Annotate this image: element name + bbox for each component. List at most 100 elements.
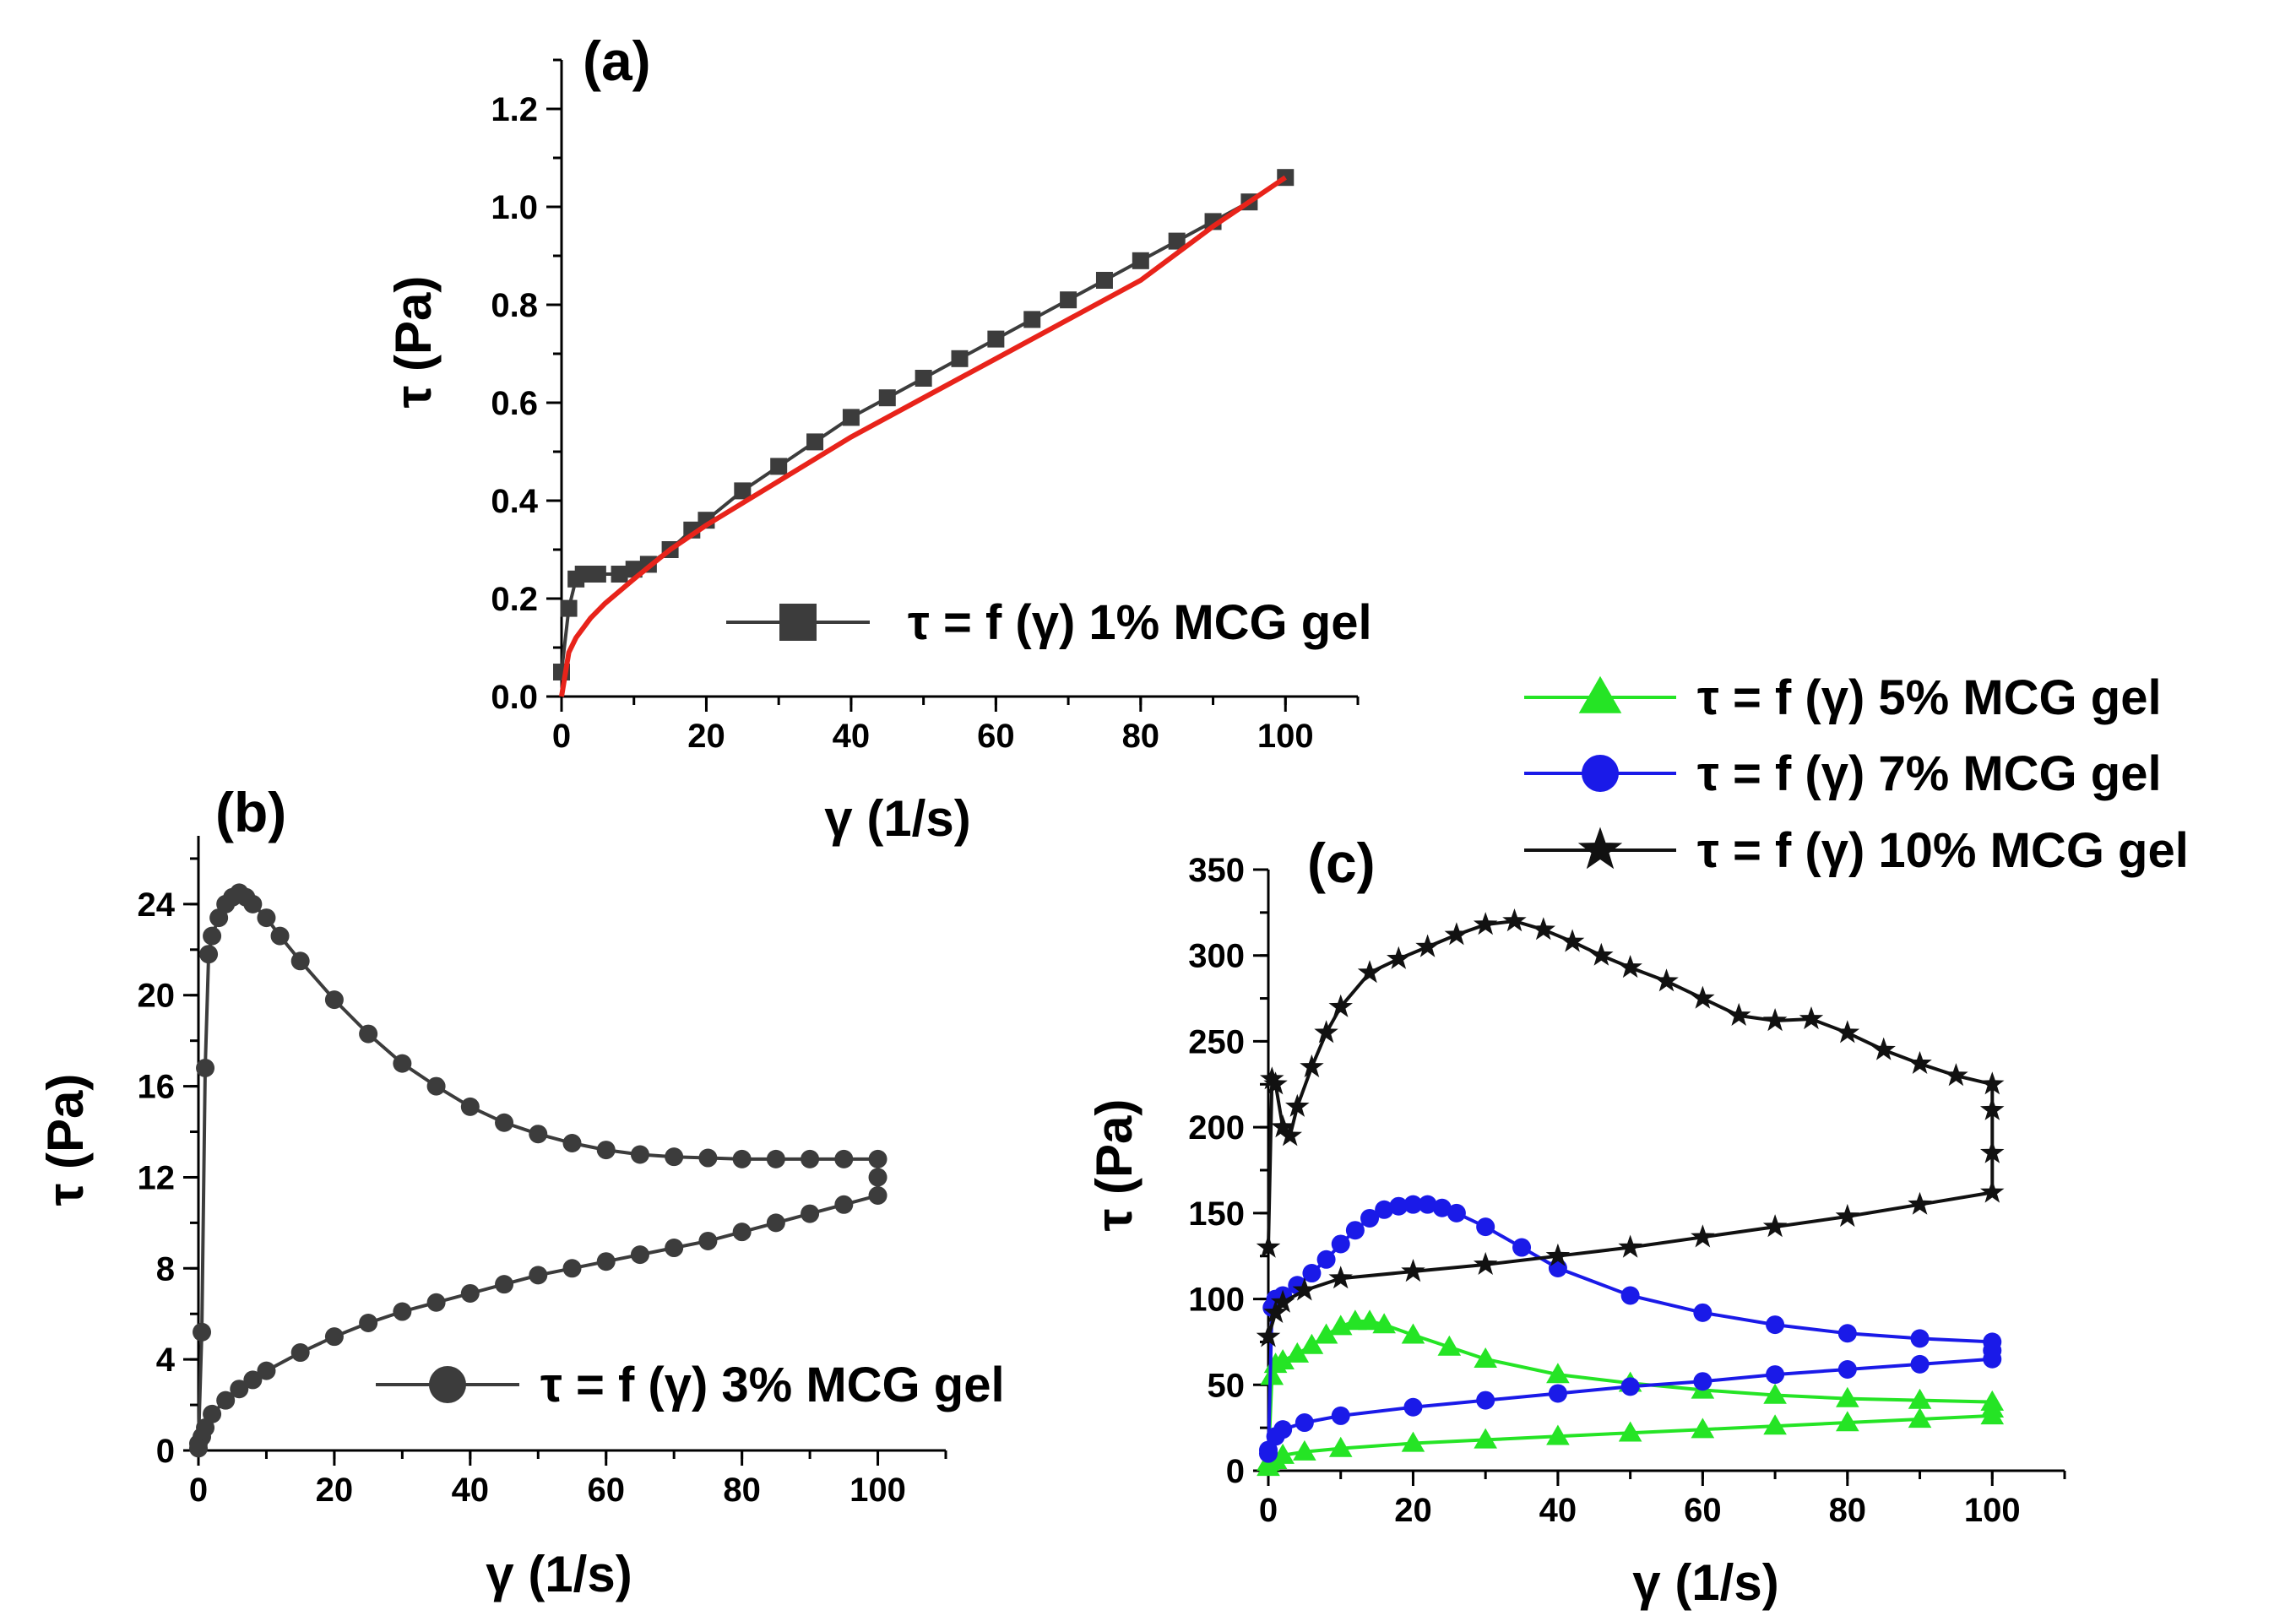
data-point — [1314, 1020, 1338, 1044]
data-point — [1278, 1123, 1302, 1147]
data-point — [732, 1149, 752, 1168]
y-tick-label: 20 — [138, 978, 176, 1015]
data-point — [1871, 1037, 1896, 1060]
data-point — [1060, 291, 1077, 309]
y-tick-label: 0.0 — [491, 679, 538, 716]
data-point — [1980, 1404, 2005, 1425]
panel-c: 0 20 40 60 80 100 0 50 100 150 200 250 300 350 γ (1/s)… — [1086, 670, 2189, 1611]
data-point — [1512, 1238, 1532, 1257]
data-point — [1387, 946, 1411, 969]
x-tick-label: 80 — [1122, 718, 1160, 755]
x-tick-label: 40 — [833, 718, 871, 755]
data-point — [1983, 1349, 2002, 1369]
y-tick-label: 12 — [138, 1159, 176, 1196]
data-point — [562, 1134, 582, 1152]
data-point — [1502, 908, 1527, 932]
x-tick-label: 20 — [1394, 1492, 1432, 1529]
data-point — [1693, 1372, 1713, 1391]
data-point — [1691, 1224, 1715, 1248]
data-point — [1023, 311, 1041, 328]
data-point — [734, 482, 752, 500]
data-point — [324, 990, 344, 1010]
data-point — [1548, 1258, 1567, 1277]
data-point — [1546, 1424, 1570, 1445]
data-point — [1980, 1179, 2005, 1203]
data-point — [1618, 955, 1642, 979]
y-tick-label: 1.2 — [491, 91, 538, 128]
data-point — [1285, 1093, 1310, 1117]
data-point — [801, 1204, 820, 1223]
data-point — [834, 1195, 854, 1214]
data-point — [596, 1252, 616, 1271]
data-point — [1257, 1456, 1280, 1477]
panel-a: 0 20 40 60 80 100 0.0 0.2 0.4 0.6 0.8 1.0 1.2 γ (1/s)… — [385, 30, 1372, 847]
legend-marker — [1578, 675, 1622, 713]
data-point — [1763, 1414, 1787, 1435]
x-tick-label: 40 — [1539, 1492, 1577, 1529]
legend-marker — [429, 1366, 466, 1403]
y-tick-label: 300 — [1188, 938, 1245, 975]
data-point — [878, 389, 896, 407]
data-point — [1531, 917, 1555, 941]
legend-label: τ = f (γ) 10% MCG gel — [1697, 823, 2189, 878]
data-point — [1432, 1198, 1452, 1217]
data-point — [766, 1149, 785, 1168]
data-point — [1560, 929, 1585, 952]
x-tick-label: 100 — [1964, 1492, 2021, 1529]
data-point — [665, 1239, 684, 1258]
data-point — [1910, 1329, 1930, 1348]
data-point — [1403, 1195, 1423, 1214]
x-tick-label: 0 — [1259, 1492, 1278, 1529]
data-point — [1259, 1440, 1278, 1460]
data-point — [589, 566, 606, 583]
y-tick-label: 24 — [138, 886, 176, 924]
data-point — [665, 1147, 684, 1167]
data-point — [426, 1076, 446, 1096]
data-point — [698, 1231, 718, 1250]
x-tick-label: 60 — [1684, 1492, 1722, 1529]
y-tick-label: 16 — [138, 1069, 176, 1106]
legend-marker — [779, 604, 817, 641]
y-axis-label: τ (Pa) — [37, 1074, 94, 1206]
data-point — [1473, 1251, 1498, 1275]
data-point — [1473, 912, 1498, 935]
data-point — [1835, 1203, 1860, 1228]
data-point — [1357, 960, 1382, 984]
data-point — [257, 1361, 276, 1380]
x-tick-label: 100 — [1257, 718, 1314, 755]
series-line — [1267, 919, 1995, 1337]
data-point — [196, 1059, 215, 1078]
data-point — [1837, 1359, 1857, 1379]
y-tick-label: 1.0 — [491, 189, 538, 226]
data-point — [1328, 1266, 1353, 1289]
data-point — [1401, 1259, 1425, 1282]
y-tick-label: 50 — [1208, 1367, 1246, 1404]
legend-marker — [1577, 827, 1623, 870]
data-point — [1316, 1250, 1336, 1269]
x-tick-label: 60 — [977, 718, 1015, 755]
data-point — [1293, 1439, 1316, 1461]
data-point — [1766, 1315, 1785, 1335]
data-point — [1300, 1333, 1324, 1354]
data-point — [1331, 1406, 1350, 1425]
data-point — [1328, 1315, 1353, 1336]
y-tick-label: 0 — [156, 1433, 175, 1470]
data-point — [1980, 1071, 2005, 1095]
fit-curve — [559, 175, 1287, 697]
data-point — [834, 1149, 854, 1168]
data-point — [1331, 1234, 1350, 1254]
data-point — [560, 599, 578, 617]
data-point — [460, 1097, 480, 1116]
x-tick-label: 40 — [452, 1472, 490, 1509]
y-axis-label: τ (Pa) — [1086, 1099, 1143, 1232]
data-point — [1300, 1054, 1324, 1078]
data-point — [529, 1266, 548, 1285]
y-tick-label: 0.2 — [491, 581, 538, 618]
data-point — [1358, 1309, 1381, 1331]
legend-label: τ = f (γ) 3% MCG gel — [540, 1358, 1005, 1412]
data-point — [801, 1149, 820, 1168]
data-point — [1270, 1114, 1295, 1138]
x-tick-label: 80 — [1829, 1492, 1867, 1529]
data-point — [1444, 922, 1469, 946]
panel-tag: (a) — [583, 30, 651, 92]
